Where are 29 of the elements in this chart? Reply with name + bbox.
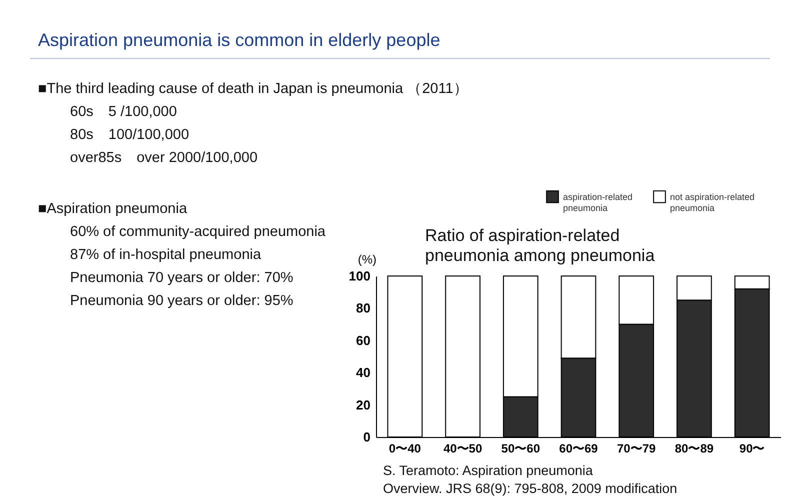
x-tick-label: 50〜60 xyxy=(501,442,540,456)
x-tick-label: 60〜69 xyxy=(559,442,598,456)
text: ■Aspiration pneumonia xyxy=(38,200,188,219)
chart-title: Aspiration pneumonia is common in elderly people xyxy=(38,30,440,51)
text: Pneumonia 90 years or older: 95% xyxy=(70,293,294,309)
text: over85s over 2000/100,000 xyxy=(69,149,259,168)
text: 87% of in-hospital pneumonia xyxy=(70,247,262,263)
chart-subtitle: Ratio of aspiration-related pneumonia among pneumonia xyxy=(425,226,656,266)
text: 60% of community-acquired pneumonia xyxy=(70,224,326,240)
y-tick-label: 0 xyxy=(363,430,370,444)
x-tick-label: 70〜79 xyxy=(617,442,656,456)
x-tick-label: 0〜40 xyxy=(388,442,422,456)
text: 80s 100/100,000 xyxy=(69,126,190,145)
y-tick-label: 20 xyxy=(356,397,370,412)
text: Pneumonia 70 years or older: 70% xyxy=(70,270,294,286)
x-tick-label: 40〜50 xyxy=(443,442,482,456)
y-tick-label: 60 xyxy=(356,332,370,348)
text: ■The third leading cause of death in Japan is pneumonia （2011） xyxy=(38,80,468,99)
text: 60s 5 /100,000 xyxy=(69,103,178,122)
legend-label: aspiration-related pneumonia xyxy=(563,192,633,213)
text: S. Teramoto: Aspiration pneumonia xyxy=(383,462,594,480)
y-tick-label: 100 xyxy=(348,268,370,284)
y-axis-title: (%) xyxy=(358,252,376,266)
y-tick-label: 40 xyxy=(356,365,370,380)
x-tick-label: 80〜89 xyxy=(674,442,714,456)
legend-label: not aspiration-related pneumonia xyxy=(670,192,755,213)
y-tick-label: 80 xyxy=(356,300,370,316)
x-tick-label: 90〜 xyxy=(739,442,765,456)
text: Overview. JRS 68(9): 795-808, 2009 modification xyxy=(383,480,678,498)
